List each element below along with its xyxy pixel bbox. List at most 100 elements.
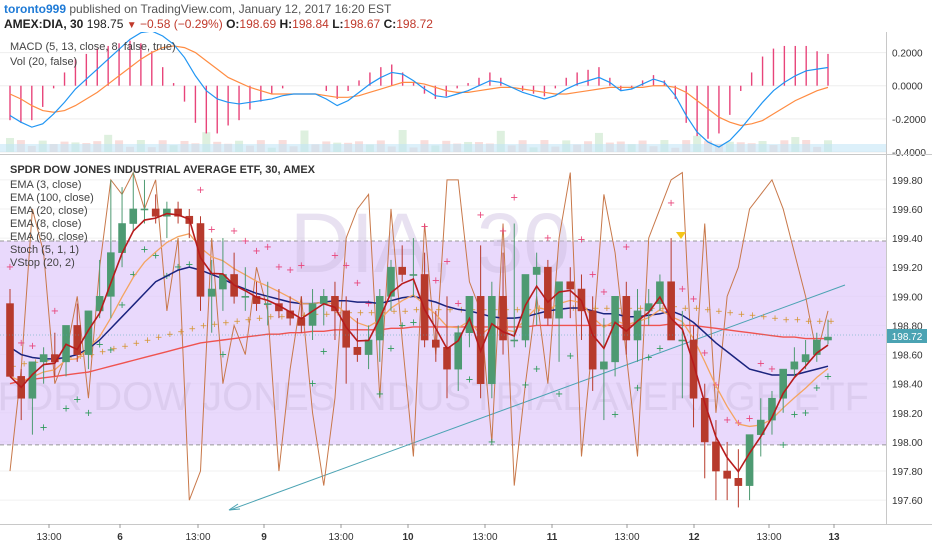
macd-pane[interactable]: MACD (5, 13, close, 8, false, true) Vol … [0, 32, 926, 159]
candle [308, 289, 317, 340]
vstop-marker: + [185, 259, 193, 270]
candle [432, 310, 440, 362]
publish-info: published on TradingView.com, January 12… [69, 2, 392, 16]
vstop-marker: + [566, 351, 574, 362]
vstop-marker: + [701, 348, 709, 359]
x-tick-label: 13:00 [472, 532, 497, 543]
vstop-marker: + [297, 261, 305, 272]
macd-signal-line [9, 45, 829, 127]
candle-body [342, 310, 350, 348]
vstop-marker: + [454, 299, 462, 310]
candle [499, 252, 507, 355]
candle [84, 310, 93, 370]
ema50-marker: + [76, 352, 84, 362]
volume-bars [0, 130, 886, 152]
price-pane-title: SPDR DOW JONES INDUSTRIAL AVERAGE ETF, 3… [10, 164, 316, 176]
trend-line-arrow-icon [228, 503, 241, 511]
candle [465, 296, 474, 348]
chart-canvas[interactable]: MACD (5, 13, close, 8, false, true) Vol … [0, 32, 932, 550]
ema50-marker: + [794, 316, 802, 326]
candle [488, 281, 496, 399]
price-y-tick: 198.40 [892, 380, 923, 391]
vstop-marker: + [95, 339, 103, 350]
candle-body [84, 310, 93, 355]
x-tick-label: 6 [117, 532, 123, 543]
ema50-marker: + [659, 304, 667, 314]
x-tick-label: 13:00 [756, 532, 781, 543]
vstop-marker: + [174, 262, 182, 273]
vstop-marker: + [678, 284, 686, 295]
candle [700, 383, 709, 479]
candle-body [812, 339, 821, 355]
low-value: 198.67 [343, 17, 381, 31]
candle-body [465, 296, 474, 334]
candle-body [331, 296, 339, 312]
high-value: 198.84 [292, 17, 329, 31]
ema50-marker: + [222, 319, 230, 329]
signal-triangle-icon [676, 232, 686, 239]
ema50-marker: + [200, 321, 208, 331]
candle-body [151, 208, 160, 217]
vstop-marker: + [577, 235, 585, 246]
ema50-marker: + [726, 308, 734, 318]
candle-body [510, 339, 519, 342]
candle-body [454, 332, 463, 370]
candle [544, 259, 552, 326]
vstop-marker: + [757, 358, 765, 369]
candle [824, 319, 832, 345]
vstop-marker: + [28, 341, 36, 352]
vstop-marker: + [801, 408, 809, 419]
vstop-marker: + [84, 408, 92, 419]
ema50-marker: + [805, 317, 813, 327]
symbol-label[interactable]: AMEX:DIA, 30 [4, 17, 84, 31]
macd-y-axis[interactable]: 0.2000 0.0000 -0.2000 -0.4000 [892, 49, 926, 159]
vstop-marker: + [129, 269, 137, 280]
candle-body [499, 296, 507, 341]
ema50-marker: + [166, 330, 174, 340]
candle-body [745, 434, 754, 486]
vstop-marker: + [409, 318, 417, 329]
author-link[interactable]: toronto999 [4, 2, 67, 16]
ema50-marker: + [446, 305, 454, 315]
trend-line[interactable] [229, 284, 846, 511]
legend-stoch: Stoch (5, 1, 1) [10, 244, 79, 256]
price-pane[interactable]: DIA, 30 SPDR DOW JONES INDUSTRIAL AVERAG… [0, 164, 927, 511]
candle [163, 201, 171, 239]
candle [812, 332, 821, 362]
vstop-marker: + [588, 269, 596, 280]
ema50-marker: + [267, 313, 275, 323]
symbol-line: AMEX:DIA, 30 198.75 ▼ −0.58 (−0.29%) O:1… [4, 17, 433, 31]
candle-body [174, 208, 182, 217]
vol-legend: Vol (20, false) [10, 56, 77, 68]
vstop-marker: + [353, 278, 361, 289]
time-axis[interactable]: 13:00 6 13:00 9 13:00 10 13:00 11 13:00 12 13:00 13 [36, 524, 840, 543]
vstop-marker: + [488, 437, 496, 448]
ema50-marker: + [233, 317, 241, 327]
price-y-axis[interactable]: 199.80199.60199.40199.20199.00198.80198.… [892, 176, 923, 507]
ema50-marker: + [88, 351, 96, 361]
macd-legend: MACD (5, 13, close, 8, false, true) [10, 41, 176, 53]
ema50-marker: + [693, 304, 701, 314]
vstop-marker: + [633, 383, 641, 394]
volume-bar [693, 135, 702, 152]
candle [801, 340, 810, 370]
ema50-marker: + [592, 304, 600, 314]
ema50-marker: + [99, 348, 107, 358]
vstop-marker: + [656, 344, 664, 355]
vstop-marker: + [779, 440, 787, 451]
candle-body [39, 354, 48, 363]
ema50-marker: + [827, 317, 835, 327]
last-price-tag: 198.72 [887, 329, 927, 343]
price-y-tick: 198.20 [892, 409, 923, 420]
legend-ema100: EMA (100, close) [10, 192, 94, 204]
vstop-marker: + [420, 221, 428, 232]
macd-line [9, 32, 829, 148]
candle [129, 172, 138, 231]
macd-histogram [9, 40, 829, 139]
ema50-marker: + [278, 313, 286, 323]
price-y-tick: 199.20 [892, 263, 923, 274]
candle [241, 267, 250, 311]
candle-body [824, 336, 832, 341]
ema50-marker: + [144, 336, 152, 346]
price-y-tick: 197.80 [892, 467, 923, 478]
